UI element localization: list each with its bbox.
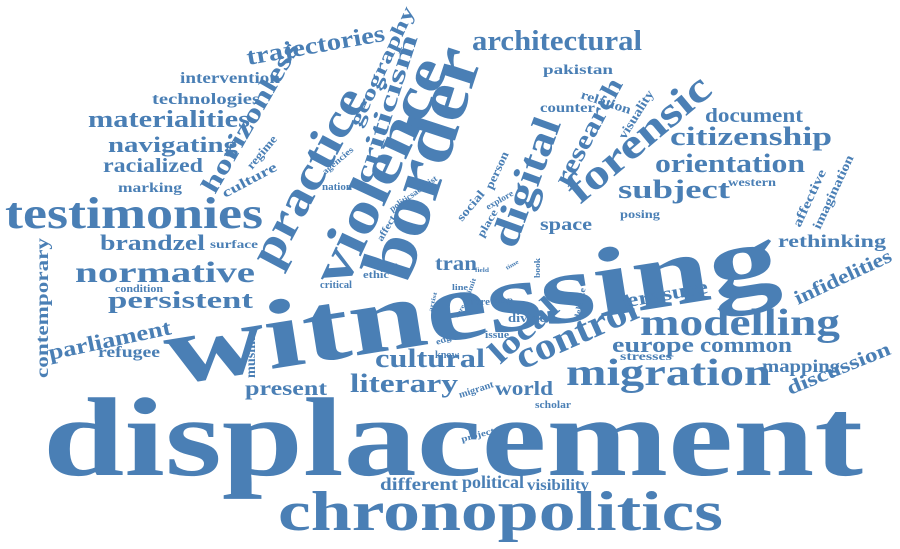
word-navigating: navigating <box>108 132 238 157</box>
word-contemporary: contemporary <box>32 238 52 378</box>
word-materialities: materialities <box>88 107 250 133</box>
word-refugee: refugee <box>98 344 160 361</box>
word-tran: tran <box>435 253 477 275</box>
word-citizenship: citizenship <box>670 122 832 151</box>
word-mapping: mapping <box>762 356 840 376</box>
word-architectural: architectural <box>472 26 642 57</box>
word-testimonies: testimonies <box>5 189 263 238</box>
word-common: common <box>700 332 792 357</box>
word-muslim: muslim <box>244 333 259 378</box>
word-subject: subject <box>618 175 730 204</box>
word-space: space <box>540 214 592 234</box>
word-orientation: orientation <box>655 149 806 178</box>
word-western: western <box>728 175 776 189</box>
word-more: more <box>466 297 491 308</box>
word-displacement: displacement <box>43 376 863 500</box>
word-marking: marking <box>118 181 182 196</box>
word-world: world <box>495 378 553 400</box>
word-form: form <box>378 260 399 270</box>
word-different: different <box>380 474 458 494</box>
word-brandzel: brandzel <box>100 230 205 255</box>
word-issue: issue <box>485 330 510 341</box>
word-field: field <box>475 268 490 274</box>
word-posing: posing <box>620 207 660 221</box>
word-stresses: stresses <box>620 349 672 363</box>
word-nation: nation <box>322 182 352 193</box>
word-map: map <box>493 295 513 305</box>
word-migration: migration <box>566 352 771 394</box>
word-intervention: intervention <box>180 70 280 87</box>
word-book: book <box>533 257 542 278</box>
word-divide: divide <box>508 310 546 325</box>
word-critical: critical <box>320 280 352 291</box>
word-visibility: visibility <box>527 477 589 494</box>
word-condition: condition <box>115 283 163 295</box>
word-modelling: modelling <box>640 302 840 344</box>
word-rethinking: rethinking <box>778 231 886 251</box>
word-present: present <box>245 378 327 400</box>
word-surface: surface <box>210 237 259 251</box>
word-racialized: racialized <box>103 155 203 177</box>
word-artist: artist <box>428 292 439 313</box>
word-social: social <box>454 187 488 224</box>
word-know: know <box>435 350 460 361</box>
word-chronopolitics: chronopolitics <box>278 481 723 543</box>
word-europe: europe <box>612 332 694 357</box>
word-pakistan: pakistan <box>543 63 613 78</box>
word-normative: normative <box>75 256 255 289</box>
word-cultural: cultural <box>375 344 485 373</box>
word-technologies: technologies <box>152 91 260 108</box>
word-counter: counter <box>540 101 595 116</box>
word-line: line <box>452 283 469 292</box>
word-political: political <box>462 472 524 492</box>
word-persistent: persistent <box>108 288 253 314</box>
word-infidelities: infidelities <box>791 245 896 309</box>
word-ethic: ethic <box>363 270 390 281</box>
word-document: document <box>705 105 803 127</box>
word-literary: literary <box>350 369 458 398</box>
word-trajectories: trajectories <box>245 21 387 71</box>
word-scholar: scholar <box>535 400 572 411</box>
